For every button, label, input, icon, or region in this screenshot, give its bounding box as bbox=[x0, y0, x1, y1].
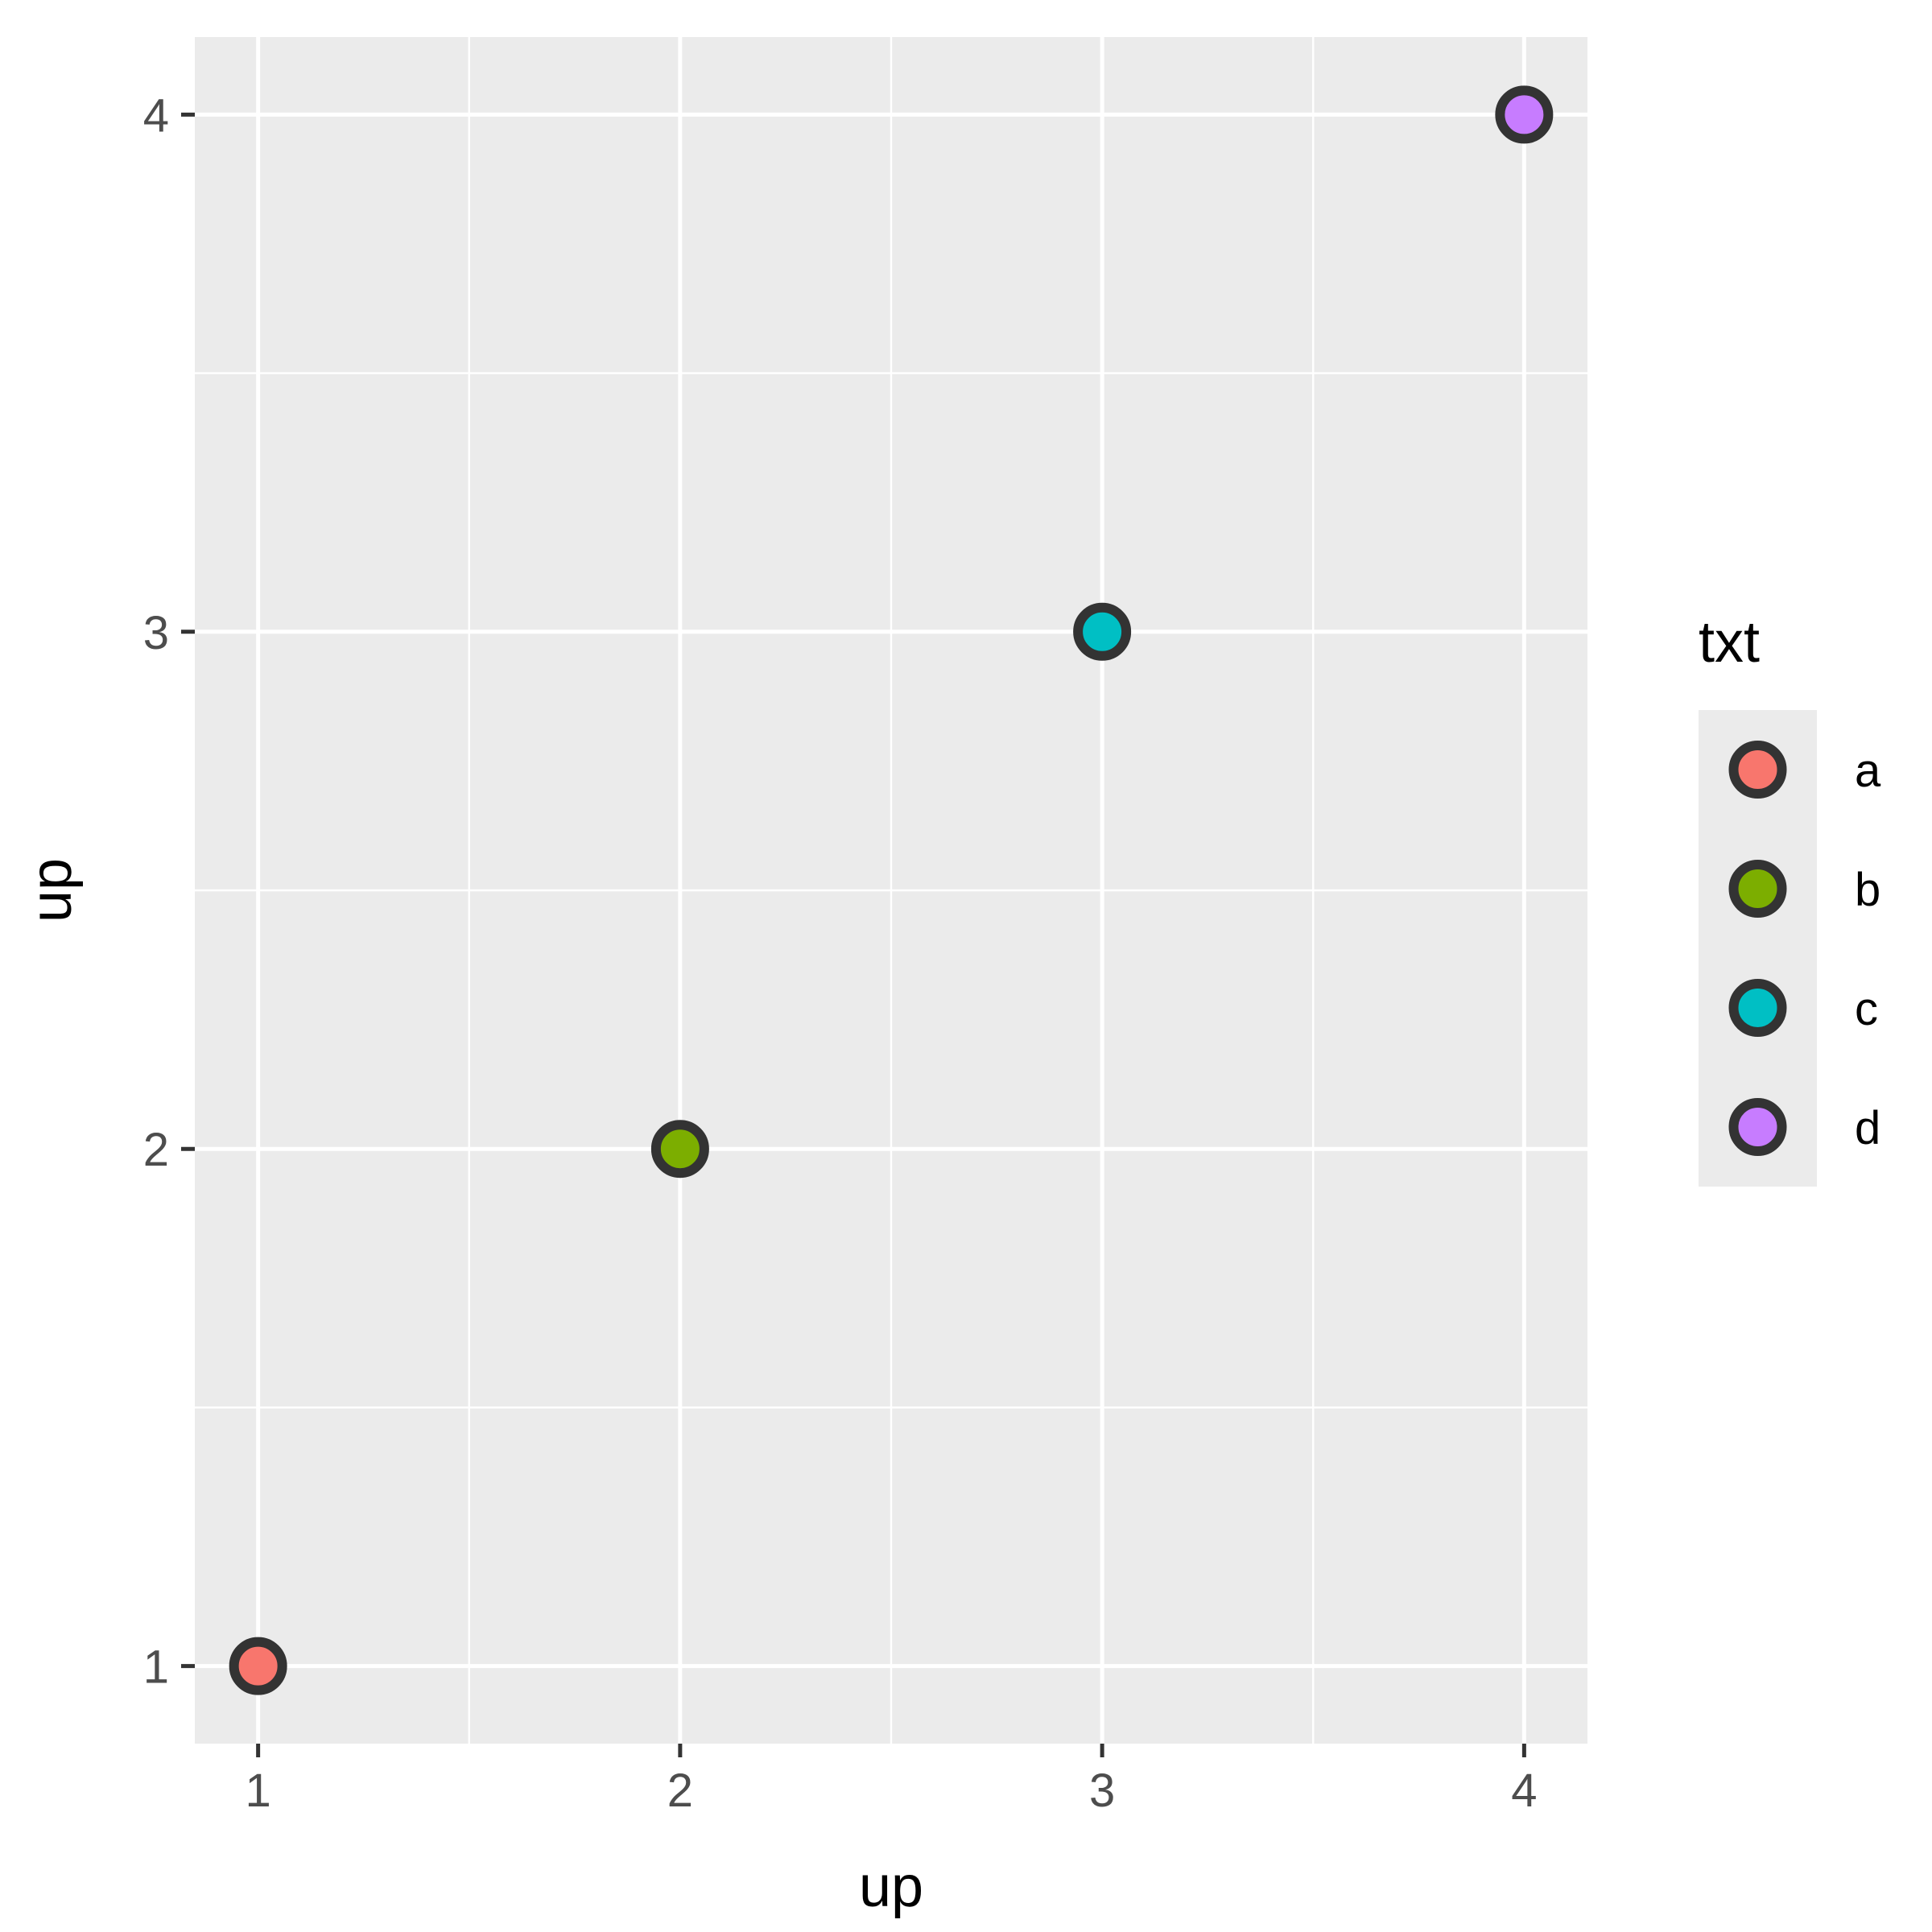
legend-label-d: d bbox=[1855, 1102, 1880, 1154]
legend-keys: a b c d bbox=[1728, 741, 1881, 1156]
legend-label-c: c bbox=[1855, 983, 1878, 1035]
x-axis-title: up bbox=[859, 1855, 923, 1919]
legend-key-d bbox=[1728, 1098, 1787, 1156]
legend-key-c bbox=[1728, 979, 1787, 1037]
major-gridlines bbox=[195, 37, 1587, 1744]
x-tick-label: 2 bbox=[667, 1765, 693, 1817]
data-point-c bbox=[1073, 602, 1132, 661]
legend-key-b bbox=[1728, 860, 1787, 918]
y-axis-title: up bbox=[19, 858, 84, 923]
minor-gridlines bbox=[195, 37, 1587, 1744]
x-tick-label: 3 bbox=[1089, 1765, 1115, 1817]
x-tick-label: 1 bbox=[246, 1765, 271, 1817]
legend-title: txt bbox=[1699, 610, 1760, 675]
legend-label-b: b bbox=[1855, 864, 1880, 916]
data-point-b bbox=[650, 1120, 709, 1179]
y-tick-label: 1 bbox=[143, 1641, 169, 1694]
data-points bbox=[229, 85, 1554, 1695]
legend: txt a b c d bbox=[1699, 610, 1881, 1187]
legend-key-a bbox=[1728, 741, 1787, 799]
x-tick-label: 4 bbox=[1511, 1765, 1537, 1817]
data-point-a bbox=[229, 1637, 287, 1695]
y-tick-label: 2 bbox=[143, 1124, 169, 1176]
y-tick-label: 3 bbox=[143, 607, 169, 659]
y-tick-label: 4 bbox=[143, 89, 169, 142]
x-tick-labels: 1 2 3 4 bbox=[246, 1765, 1538, 1817]
y-tick-labels: 1 2 3 4 bbox=[143, 89, 169, 1693]
legend-label-a: a bbox=[1855, 745, 1881, 797]
data-point-d bbox=[1495, 85, 1554, 144]
axis-ticks bbox=[181, 112, 1526, 1757]
